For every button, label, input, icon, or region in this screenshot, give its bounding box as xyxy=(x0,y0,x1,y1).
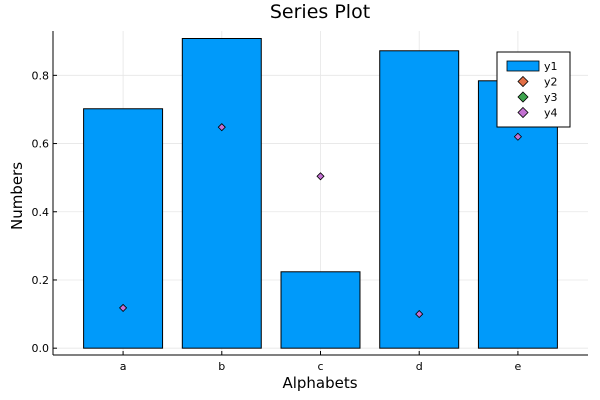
x-tick-label: c xyxy=(317,360,323,373)
point-y4-c xyxy=(316,172,325,181)
legend-swatch-y3 xyxy=(517,91,529,103)
legend-swatch-y1 xyxy=(506,60,540,72)
chart-title: Series Plot xyxy=(270,1,370,23)
y-tick-label: 0.4 xyxy=(32,206,50,219)
point-y4-b xyxy=(217,123,226,132)
bar-y1-c xyxy=(280,271,361,349)
x-tick-label: a xyxy=(120,360,127,373)
y-tick-label: 0.6 xyxy=(32,138,50,151)
y-tick-label: 0.0 xyxy=(32,342,50,355)
bar-y1-a xyxy=(83,108,164,349)
x-tick-label: d xyxy=(416,360,423,373)
legend-label-y2: y2 xyxy=(544,76,558,89)
legend-label-y3: y3 xyxy=(544,91,558,104)
scatter-series xyxy=(119,123,522,319)
bar-y1-d xyxy=(379,50,460,349)
legend: y1 y2 y3 y4 xyxy=(496,51,571,128)
point-y4-a xyxy=(119,303,128,313)
y-tick-label: 0.2 xyxy=(32,274,50,287)
legend-swatch-y4 xyxy=(517,106,529,119)
x-tick-label: e xyxy=(515,360,522,373)
point-y4-d xyxy=(415,310,424,319)
y-tick-label: 0.8 xyxy=(32,69,50,82)
point-y4-e xyxy=(513,132,522,141)
y-axis-label: Numbers xyxy=(8,162,26,230)
legend-label-y1: y1 xyxy=(544,60,558,73)
ticks: 0.0 0.2 0.4 0.6 0.8 a b c d e xyxy=(32,69,522,373)
legend-label-y4: y4 xyxy=(544,107,558,120)
x-tick-label: b xyxy=(218,360,225,373)
legend-swatch-y2 xyxy=(517,75,529,88)
bar-series xyxy=(83,38,558,349)
bar-y1-b xyxy=(181,38,262,349)
x-axis-label: Alphabets xyxy=(282,374,357,392)
